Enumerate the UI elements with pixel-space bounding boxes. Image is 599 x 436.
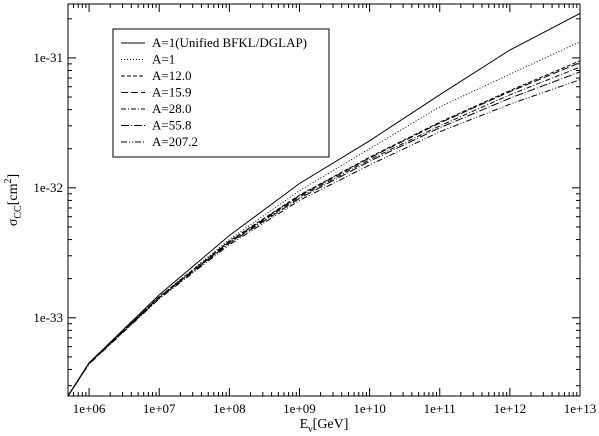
series-line-3 [67,60,581,397]
legend-label-2: A=1 [152,52,175,67]
x-tick-label: 1e+13 [564,401,597,416]
legend-label-7: A=207.2 [152,134,198,149]
x-tick-label: 1e+07 [143,401,176,416]
legend-box [112,28,330,158]
legend-label-5: A=28.0 [152,101,191,116]
x-tick-label: 1e+06 [73,401,106,416]
legend-label-6: A=55.8 [152,118,191,133]
legend-label-1: A=1(Unified BFKL/DGLAP) [152,35,307,50]
x-axis-label: Eν[GeV] [300,417,349,435]
y-axis-label: σCC[cm2] [3,174,24,226]
x-tick-label: 1e+11 [424,401,456,416]
x-tick-label: 1e+08 [213,401,246,416]
legend: A=1(Unified BFKL/DGLAP)A=1A=12.0A=15.9A=… [112,28,330,158]
axis-ticks: 1e+06 1e+07 1e+08 1e+09 1e+10 1e+11 1e+12 1e+13… [33,4,596,416]
x-tick-label: 1e+12 [494,401,527,416]
legend-label-4: A=15.9 [152,85,191,100]
series-lines [67,12,581,397]
series-line-7 [67,79,581,397]
series-line-1 [67,12,581,397]
x-tick-label: 1e+09 [283,401,316,416]
y-tick-label: 1e-32 [33,180,63,195]
legend-label-3: A=12.0 [152,68,191,83]
x-tick-label: 1e+10 [353,401,386,416]
y-tick-label: 1e-31 [33,50,63,65]
y-tick-label: 1e-33 [33,310,63,325]
